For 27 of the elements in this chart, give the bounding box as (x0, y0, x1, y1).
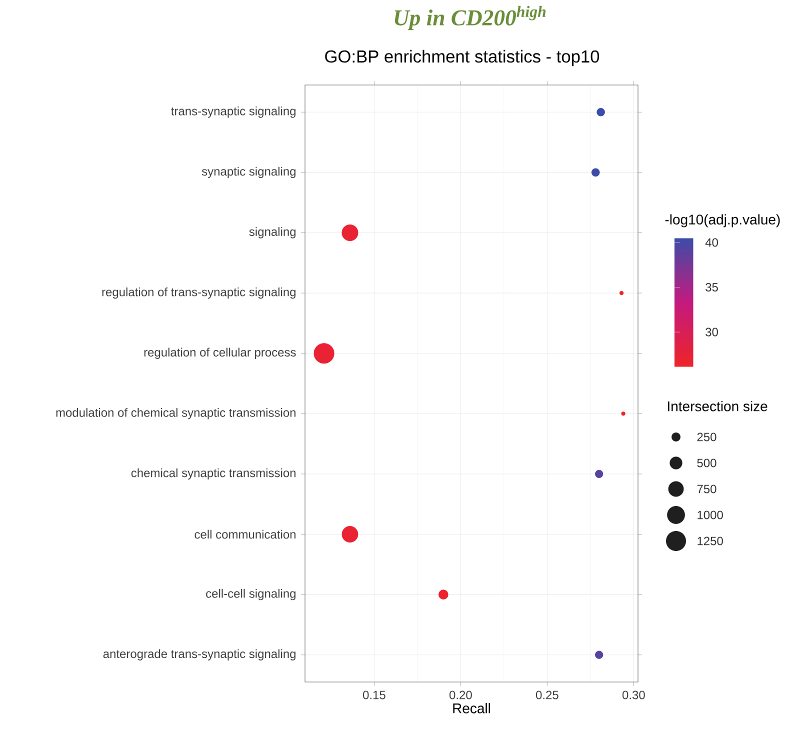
chart-subtitle: GO:BP enrichment statistics - top10 (325, 50, 600, 66)
chart-title: Up in CD200$^{high}$ (394, 6, 546, 30)
legend-label: 1000 (698, 510, 723, 520)
y-tick-label: cell communication (194, 530, 296, 539)
legend-title: Intersection size (668, 401, 768, 412)
y-tick-label: regulation of trans-synaptic signaling (102, 287, 296, 299)
y-tick-label: regulation of cellular process (144, 348, 296, 359)
y-tick-label: chemical synaptic transmission (131, 468, 296, 480)
x-axis-title: Recall (453, 703, 490, 714)
y-tick-label: synaptic signaling (202, 166, 296, 178)
y-tick-label: trans-synaptic signaling (171, 106, 296, 118)
x-tick-label: 0.15 (362, 690, 386, 700)
y-tick-label: signaling (249, 227, 296, 238)
color-bar-title: -log10(adj.p.value) (665, 214, 780, 228)
legend-label: 500 (697, 458, 716, 468)
legend-label: 1250 (698, 536, 723, 546)
y-tick-label: modulation of chemical synaptic transmission (56, 408, 296, 420)
legend-label: 750 (697, 484, 716, 494)
x-tick-label: 0.25 (536, 690, 558, 700)
color-bar-label: 30 (706, 328, 718, 336)
y-tick-label: cell-cell signaling (206, 588, 296, 600)
y-tick-label: anterograde trans-synaptic signaling (103, 649, 296, 660)
legend-label: 250 (697, 432, 716, 442)
x-tick-label: 0.20 (449, 690, 472, 700)
x-tick-label: 0.30 (622, 690, 645, 700)
color-bar-label: 40 (705, 238, 718, 247)
color-bar-label: 35 (706, 283, 718, 292)
